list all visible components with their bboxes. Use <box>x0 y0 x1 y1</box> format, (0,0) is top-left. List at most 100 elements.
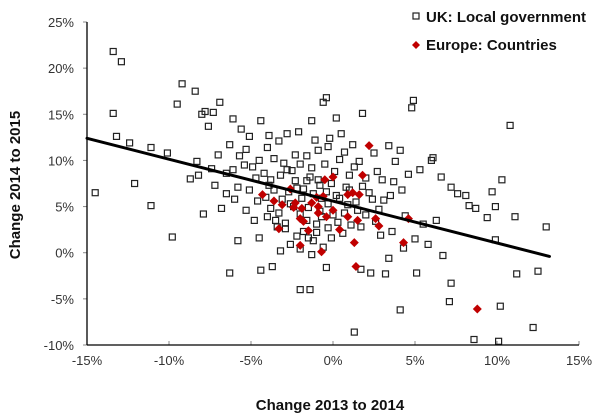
uk-data-point <box>337 130 345 138</box>
uk-data-point <box>396 146 404 154</box>
uk-data-point <box>429 154 437 162</box>
uk-data-point <box>255 156 263 164</box>
uk-data-point <box>229 115 237 123</box>
uk-data-point <box>229 166 237 174</box>
uk-data-point <box>311 136 319 144</box>
legend: UK: Local government Europe: Countries <box>412 9 586 54</box>
europe-data-point <box>354 190 364 200</box>
uk-data-point <box>347 221 355 229</box>
uk-data-point <box>529 323 537 332</box>
uk-data-point <box>303 152 311 160</box>
uk-data-point <box>226 269 234 277</box>
uk-data-point <box>194 171 203 179</box>
uk-data-point <box>296 160 304 168</box>
uk-data-point <box>513 270 521 278</box>
europe-data-point <box>277 200 287 210</box>
uk-data-point <box>390 178 398 186</box>
uk-data-point <box>240 161 248 169</box>
uk-data-point <box>293 232 301 240</box>
uk-data-point <box>445 298 453 306</box>
uk-data-point <box>117 58 126 66</box>
uk-data-point <box>313 220 321 228</box>
uk-data-point <box>209 108 217 117</box>
uk-data-point <box>327 179 335 188</box>
uk-data-point <box>280 159 288 167</box>
uk-data-point <box>204 122 212 130</box>
uk-data-point <box>308 117 316 125</box>
uk-data-point <box>178 80 186 88</box>
uk-data-point <box>408 104 416 112</box>
uk-data-point <box>249 163 257 171</box>
uk-data-point <box>447 183 455 191</box>
uk-data-point <box>334 218 342 226</box>
uk-data-point <box>109 109 117 118</box>
uk-data-point <box>308 164 316 172</box>
uk-data-point <box>272 216 280 224</box>
europe-data-point <box>374 221 384 231</box>
uk-data-point <box>336 155 344 164</box>
x-axis-ticks: -15% -10% -5% 0% 5% 10% 15% <box>72 341 592 368</box>
y-axis-title: Change 2014 to 2015 <box>7 111 24 259</box>
uk-data-point <box>226 141 234 149</box>
uk-data-point <box>313 228 321 236</box>
europe-data-point <box>353 215 363 225</box>
europe-data-point <box>313 208 323 218</box>
europe-data-point <box>274 224 284 234</box>
y-tick-label: 15% <box>48 107 74 122</box>
europe-data-point <box>351 262 361 272</box>
uk-data-point <box>385 142 393 150</box>
uk-data-point <box>168 233 176 241</box>
uk-data-point <box>283 130 291 138</box>
uk-data-point <box>488 188 496 196</box>
uk-data-point <box>268 263 276 271</box>
uk-data-point <box>454 190 462 198</box>
uk-data-point <box>306 286 314 294</box>
uk-data-point <box>112 132 121 140</box>
uk-data-point <box>542 223 550 231</box>
uk-data-point <box>260 169 268 177</box>
uk-data-point <box>409 96 417 105</box>
uk-data-point <box>173 100 181 108</box>
uk-data-point <box>217 204 226 212</box>
uk-data-point <box>324 224 332 232</box>
uk-data-point <box>322 94 330 102</box>
uk-data-point <box>322 188 330 196</box>
uk-data-point <box>198 110 206 118</box>
uk-data-point <box>298 194 306 202</box>
europe-data-point <box>313 202 323 212</box>
x-tick-label: -10% <box>154 353 185 368</box>
europe-data-point <box>349 238 359 248</box>
uk-data-point <box>270 155 278 163</box>
uk-data-point <box>275 137 283 145</box>
uk-data-point <box>432 216 440 224</box>
y-tick-label: 25% <box>48 15 74 30</box>
uk-data-point <box>370 149 378 157</box>
uk-data-point <box>255 234 263 242</box>
uk-data-point <box>373 167 381 176</box>
uk-data-point <box>349 141 357 149</box>
uk-data-point <box>447 279 455 287</box>
uk-data-point <box>358 109 367 118</box>
uk-data-point <box>326 134 334 142</box>
uk-data-point <box>199 210 207 218</box>
uk-data-point <box>242 206 250 214</box>
uk-data-point <box>385 254 393 262</box>
y-axis-ticks: -10% -5% 0% 5% 10% 15% 20% 25% <box>44 15 87 353</box>
uk-data-point <box>352 198 360 206</box>
uk-data-point <box>398 186 406 194</box>
uk-data-point <box>186 175 194 183</box>
uk-data-point <box>322 263 330 272</box>
europe-data-point <box>399 238 409 248</box>
uk-data-point <box>291 151 299 159</box>
uk-data-point <box>257 117 265 125</box>
x-tick-label: -5% <box>239 353 263 368</box>
uk-data-point <box>295 128 303 136</box>
europe-data-point <box>297 203 307 213</box>
europe-data-point <box>269 196 279 206</box>
europe-data-point <box>358 170 368 180</box>
uk-data-point <box>378 176 386 184</box>
uk-data-point <box>234 183 242 191</box>
x-tick-label: 15% <box>566 353 592 368</box>
x-tick-label: 10% <box>484 353 510 368</box>
europe-data-point <box>320 175 330 185</box>
